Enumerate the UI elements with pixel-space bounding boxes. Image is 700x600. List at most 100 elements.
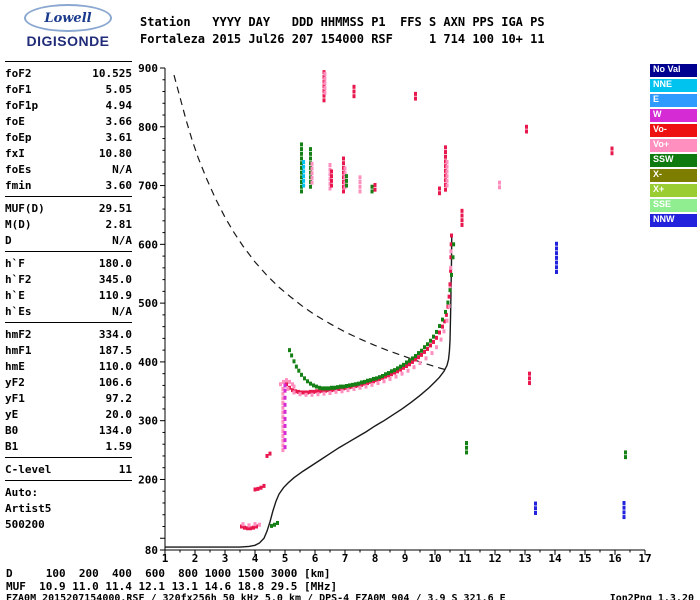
param-row: Artist5 <box>5 500 132 516</box>
legend-item-e: E <box>650 94 697 107</box>
legend-item-no-val: No Val <box>650 64 697 77</box>
param-value: N/A <box>112 233 132 247</box>
svg-text:900: 900 <box>138 62 158 75</box>
legend-item-sse: SSE <box>650 199 697 212</box>
param-row: foF1 5.05 <box>5 81 132 97</box>
svg-text:400: 400 <box>138 356 158 369</box>
svg-text:2: 2 <box>192 552 199 565</box>
svg-text:7: 7 <box>342 552 349 565</box>
panel-separator <box>5 61 132 62</box>
param-row: h`E 110.9 <box>5 287 132 303</box>
svg-text:6: 6 <box>312 552 319 565</box>
param-value: 10.80 <box>98 146 132 160</box>
param-label: fmin <box>5 178 32 192</box>
param-value: 345.0 <box>98 272 132 286</box>
param-label: foEs <box>5 162 32 176</box>
legend-item-nnw: NNW <box>650 214 697 227</box>
svg-text:4: 4 <box>252 552 259 565</box>
file-info-row: FZA0M_2015207154000.RSF / 320fx256h 50 k… <box>6 593 694 600</box>
param-row: foF1p 4.94 <box>5 97 132 113</box>
param-value: 134.0 <box>98 423 132 437</box>
param-label: foF1p <box>5 98 39 112</box>
param-label: foEp <box>5 130 32 144</box>
panel-separator <box>5 196 132 197</box>
param-row: hmF2 334.0 <box>5 326 132 342</box>
param-value: 97.2 <box>105 391 133 405</box>
svg-text:10: 10 <box>428 552 441 565</box>
svg-text:5: 5 <box>282 552 289 565</box>
param-label: D <box>5 233 12 247</box>
param-value: 3.61 <box>105 130 133 144</box>
svg-text:700: 700 <box>138 180 158 193</box>
muf-row: MUF 10.9 11.0 11.4 12.1 13.1 14.6 18.8 2… <box>6 580 338 593</box>
param-label: foF1 <box>5 82 32 96</box>
svg-text:12: 12 <box>488 552 501 565</box>
svg-text:200: 200 <box>138 473 158 486</box>
trace-x-mode-trace <box>270 242 456 528</box>
svg-text:16: 16 <box>608 552 622 565</box>
param-value: 4.94 <box>105 98 133 112</box>
svg-text:1: 1 <box>162 552 169 565</box>
param-label: foF2 <box>5 66 32 80</box>
trace-f1-cusp-vertical-w- <box>283 383 287 450</box>
svg-text:9: 9 <box>402 552 409 565</box>
param-row: MUF(D) 29.51 <box>5 200 132 216</box>
param-value: 5.05 <box>105 82 133 96</box>
svg-text:8: 8 <box>372 552 379 565</box>
legend-item-w: W <box>650 109 697 122</box>
file-info-text: FZA0M_2015207154000.RSF / 320fx256h 50 k… <box>6 593 506 600</box>
svg-text:300: 300 <box>138 415 158 428</box>
param-label: B0 <box>5 423 19 437</box>
param-row: M(D) 2.81 <box>5 216 132 232</box>
param-label: hmE <box>5 359 25 373</box>
param-value: 334.0 <box>98 327 132 341</box>
param-value: N/A <box>112 304 132 318</box>
param-row: B0 134.0 <box>5 422 132 438</box>
logo-lowell-text: Lowell <box>44 10 92 26</box>
logo-digisonde-text: DIGISONDE <box>26 33 110 49</box>
param-row: C-level 11 <box>5 461 132 477</box>
param-label: yF1 <box>5 391 25 405</box>
svg-text:600: 600 <box>138 238 158 251</box>
svg-text:80: 80 <box>145 544 158 557</box>
param-value: 110.9 <box>98 288 132 302</box>
y-axis-labels: 80 200 300 400 500 600 700 800 900 <box>138 62 158 557</box>
panel-separator <box>5 322 132 323</box>
panel-separator <box>5 251 132 252</box>
param-row: D N/A <box>5 232 132 248</box>
param-label: 500200 <box>5 517 45 531</box>
param-row: hmE 110.0 <box>5 358 132 374</box>
legend-item-vo-: Vo- <box>650 124 697 137</box>
distance-row: D 100 200 400 600 800 1000 1500 3000 [km… <box>6 567 331 580</box>
param-label: h`Es <box>5 304 32 318</box>
param-row: 500200 <box>5 516 132 532</box>
header-station-values: Fortaleza 2015 Jul26 207 154000 RSF 1 71… <box>140 32 545 46</box>
panel-separator <box>5 480 132 481</box>
param-label: B1 <box>5 439 19 453</box>
param-label: yF2 <box>5 375 25 389</box>
param-value: 1.59 <box>105 439 133 453</box>
legend-panel: No Val NNE E W Vo- Vo+ SSW X- X+ SSE NNW <box>650 64 697 229</box>
trace-o-mode-trace-vo- <box>240 233 453 531</box>
param-row: fmin 3.60 <box>5 177 132 193</box>
svg-text:15: 15 <box>578 552 591 565</box>
trace-o-mode-trace-vo- <box>241 249 453 528</box>
lowell-digisonde-logo: Lowell DIGISONDE <box>8 4 128 52</box>
param-row: yF2 106.6 <box>5 374 132 390</box>
legend-item-nne: NNE <box>650 79 697 92</box>
param-value: 3.66 <box>105 114 133 128</box>
param-value: 3.60 <box>105 178 133 192</box>
param-label: MUF(D) <box>5 201 45 215</box>
parameter-panel: foF2 10.525 foF1 5.05 foF1p 4.94 foE 3.66 foEp 3.… <box>5 58 132 532</box>
param-row: Auto: <box>5 484 132 500</box>
param-row: foEs N/A <box>5 161 132 177</box>
param-value: 187.5 <box>98 343 132 357</box>
param-value: 110.0 <box>98 359 132 373</box>
param-row: foF2 10.525 <box>5 65 132 81</box>
param-label: Artist5 <box>5 501 52 515</box>
legend-item-x-: X- <box>650 169 697 182</box>
param-value: N/A <box>112 162 132 176</box>
param-value: 29.51 <box>98 201 132 215</box>
